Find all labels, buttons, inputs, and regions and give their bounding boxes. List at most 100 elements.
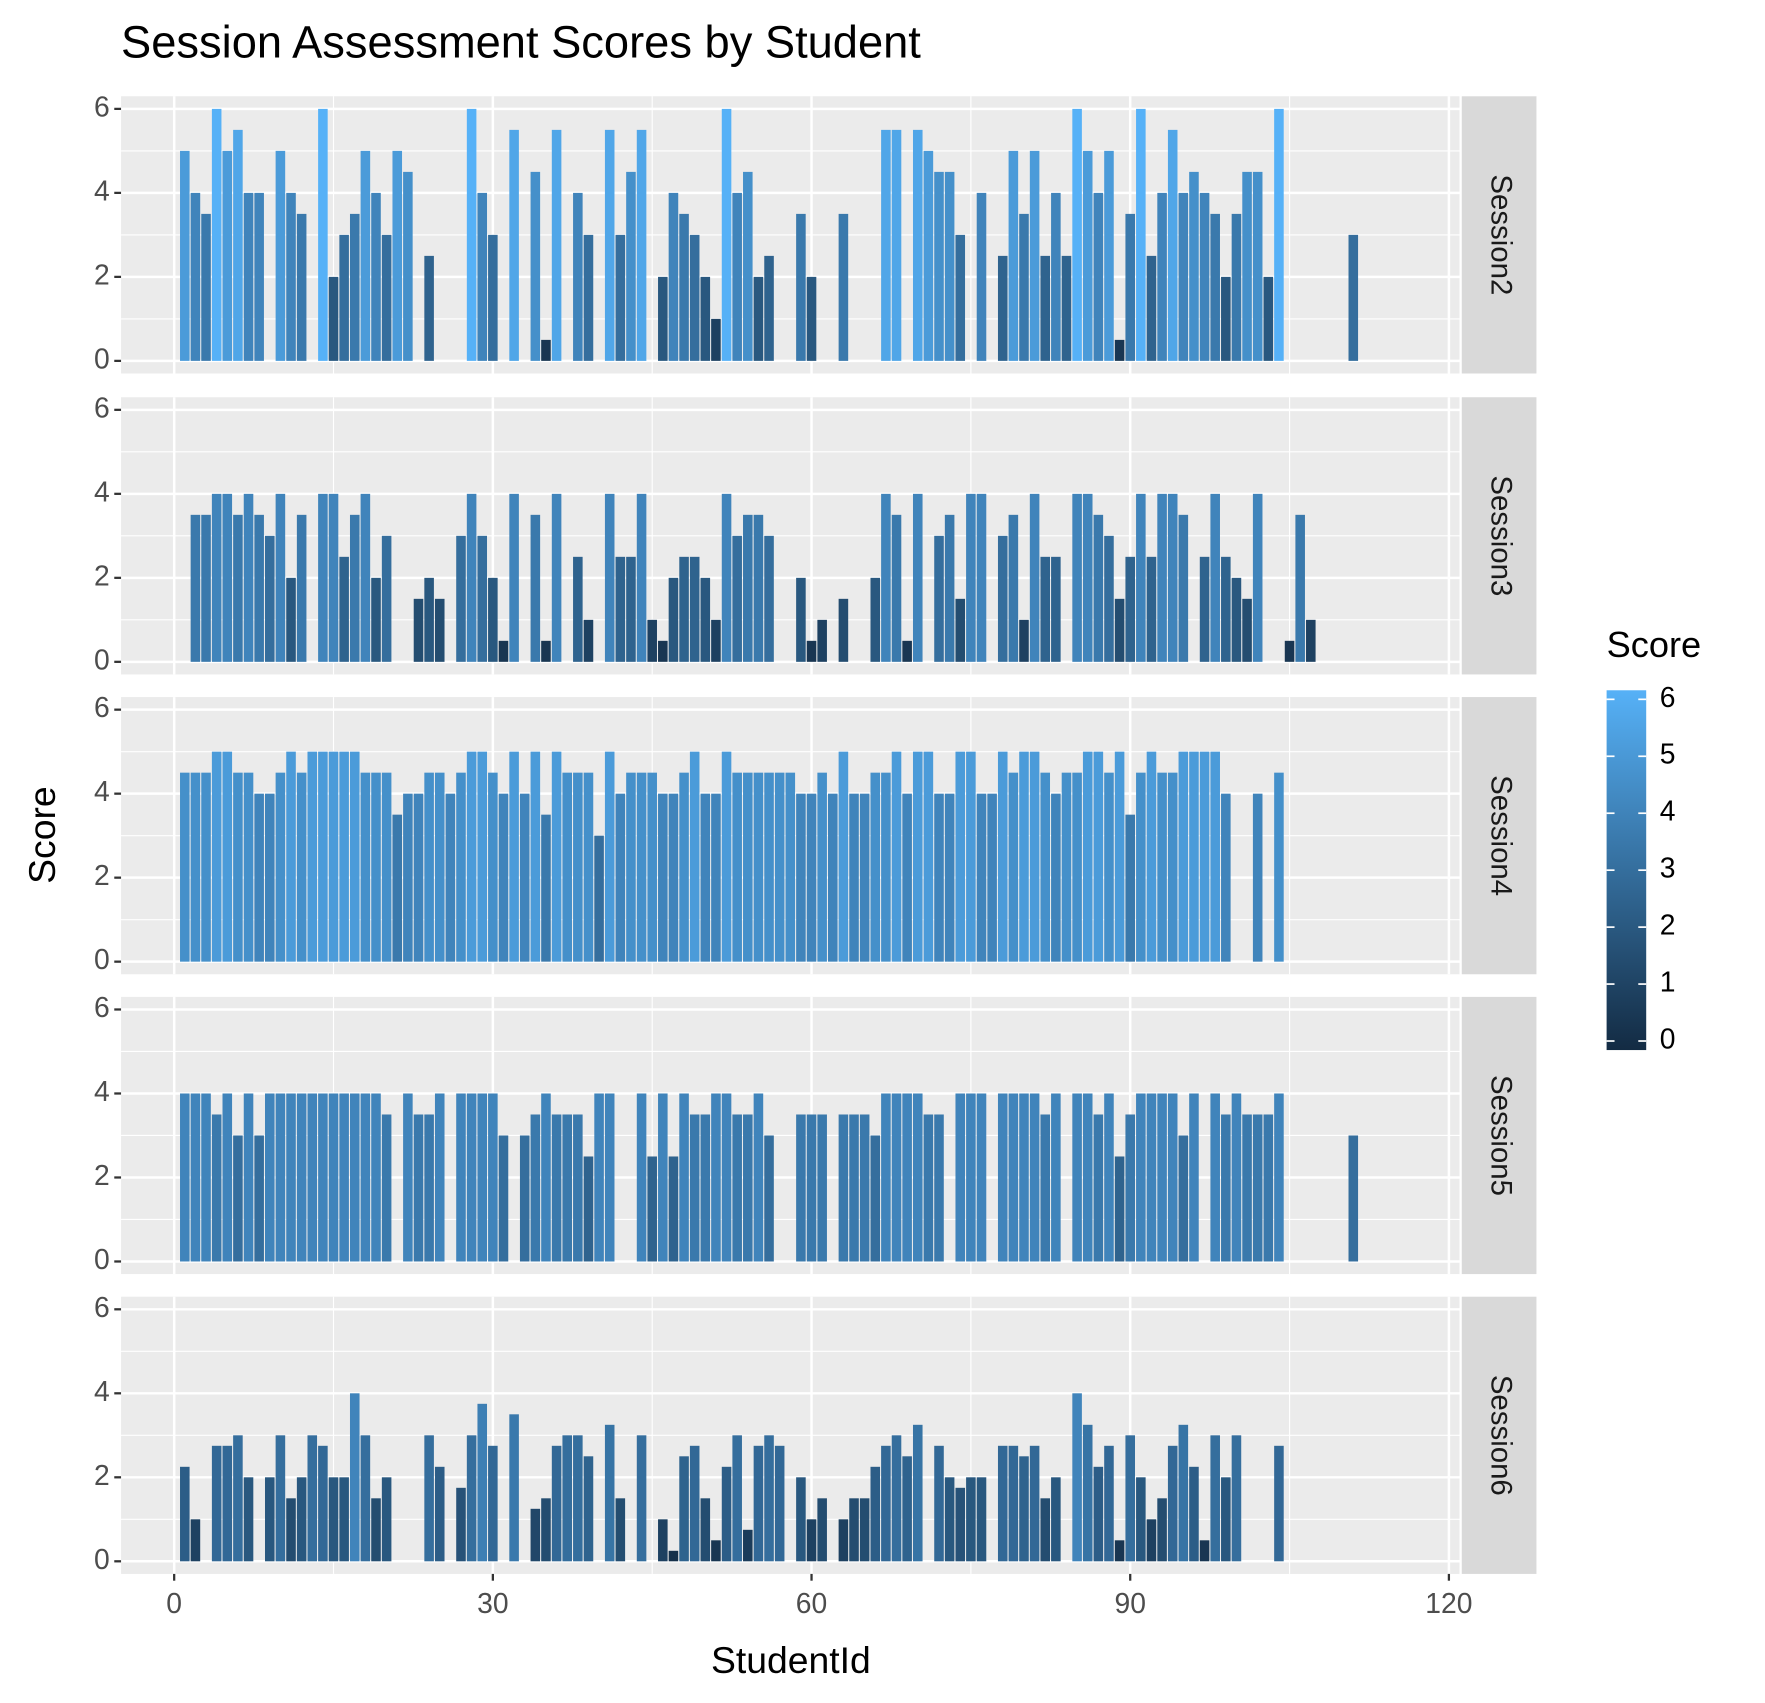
bar bbox=[1231, 213, 1242, 361]
bar bbox=[275, 1093, 286, 1262]
bar bbox=[604, 129, 615, 361]
facet-label: Session3 bbox=[1484, 475, 1517, 596]
bar bbox=[318, 108, 328, 361]
bar bbox=[530, 1508, 541, 1562]
bar bbox=[1167, 493, 1178, 662]
bar bbox=[881, 129, 891, 361]
bar bbox=[806, 276, 817, 361]
bar bbox=[1125, 1114, 1135, 1262]
bar bbox=[1040, 772, 1051, 962]
bar bbox=[1029, 1445, 1040, 1562]
legend-title: Score bbox=[1607, 624, 1702, 665]
bar bbox=[371, 772, 381, 962]
facet-strip bbox=[1461, 697, 1537, 975]
bar bbox=[530, 1114, 541, 1262]
bar bbox=[222, 1445, 233, 1562]
bar bbox=[424, 772, 434, 962]
bar bbox=[806, 1114, 817, 1262]
bar bbox=[339, 1093, 349, 1262]
bar bbox=[976, 1477, 987, 1562]
y-tick-label: 6 bbox=[94, 1291, 110, 1323]
bar bbox=[1082, 493, 1093, 662]
bar bbox=[190, 772, 201, 962]
bar bbox=[1231, 577, 1242, 662]
bar bbox=[349, 514, 360, 662]
bar bbox=[668, 577, 679, 662]
bar bbox=[371, 577, 381, 662]
bar bbox=[796, 1477, 806, 1562]
bar bbox=[1178, 1424, 1189, 1562]
bar bbox=[1051, 556, 1061, 662]
bar bbox=[1072, 772, 1082, 962]
bar bbox=[817, 1114, 827, 1262]
bar bbox=[1242, 1114, 1252, 1262]
bar bbox=[1029, 1093, 1040, 1262]
bar bbox=[604, 1093, 615, 1262]
bar bbox=[817, 1498, 827, 1562]
bar bbox=[1136, 108, 1146, 361]
bar bbox=[1072, 1393, 1082, 1562]
bar bbox=[243, 1093, 254, 1262]
bar bbox=[1040, 1498, 1051, 1562]
bar bbox=[997, 535, 1008, 662]
legend-label: 3 bbox=[1660, 852, 1676, 884]
bar bbox=[477, 1093, 488, 1262]
bar bbox=[1008, 150, 1019, 361]
bar bbox=[1051, 192, 1061, 361]
bar bbox=[434, 772, 445, 962]
bar bbox=[796, 1114, 806, 1262]
bar bbox=[275, 1435, 286, 1562]
bar bbox=[1178, 1135, 1189, 1262]
bar bbox=[1019, 1456, 1029, 1562]
bar bbox=[434, 1093, 445, 1262]
bar bbox=[190, 514, 201, 662]
bar bbox=[870, 772, 881, 962]
bar bbox=[275, 493, 286, 662]
bar bbox=[689, 234, 700, 361]
bar bbox=[403, 1093, 413, 1262]
bar bbox=[519, 793, 530, 962]
bar bbox=[1125, 1435, 1135, 1562]
bar bbox=[923, 150, 934, 361]
bar bbox=[997, 1093, 1008, 1262]
bar bbox=[573, 1114, 583, 1262]
bar bbox=[1136, 1477, 1146, 1562]
bar bbox=[381, 1114, 392, 1262]
bar bbox=[658, 1519, 668, 1562]
bar bbox=[1104, 150, 1114, 361]
bar bbox=[328, 493, 339, 662]
bar bbox=[466, 108, 477, 361]
bar bbox=[1274, 108, 1284, 361]
bar bbox=[233, 1435, 243, 1562]
bar bbox=[976, 1093, 987, 1262]
bar bbox=[562, 1114, 572, 1262]
bar bbox=[403, 793, 413, 962]
bar bbox=[796, 793, 806, 962]
bar bbox=[1274, 772, 1284, 962]
bar bbox=[870, 1466, 881, 1562]
bar bbox=[753, 1445, 764, 1562]
bar bbox=[1082, 751, 1093, 962]
bar bbox=[923, 751, 934, 962]
bar bbox=[328, 751, 339, 962]
bar bbox=[180, 1093, 190, 1262]
bar bbox=[413, 793, 424, 962]
bar bbox=[1114, 751, 1125, 962]
bar bbox=[764, 772, 774, 962]
bar bbox=[1157, 493, 1167, 662]
bar bbox=[658, 793, 668, 962]
bar bbox=[774, 772, 785, 962]
bar bbox=[519, 1135, 530, 1262]
bar bbox=[955, 1093, 966, 1262]
bar bbox=[711, 318, 721, 361]
bar bbox=[180, 1466, 190, 1562]
bar bbox=[381, 1477, 392, 1562]
bar bbox=[1104, 1093, 1114, 1262]
bar bbox=[541, 1498, 551, 1562]
x-tick-label: 30 bbox=[477, 1587, 508, 1619]
bar bbox=[307, 1435, 318, 1562]
y-tick-label: 6 bbox=[94, 991, 110, 1023]
bar bbox=[838, 751, 849, 962]
bar bbox=[1082, 1093, 1093, 1262]
bar bbox=[1221, 556, 1231, 662]
